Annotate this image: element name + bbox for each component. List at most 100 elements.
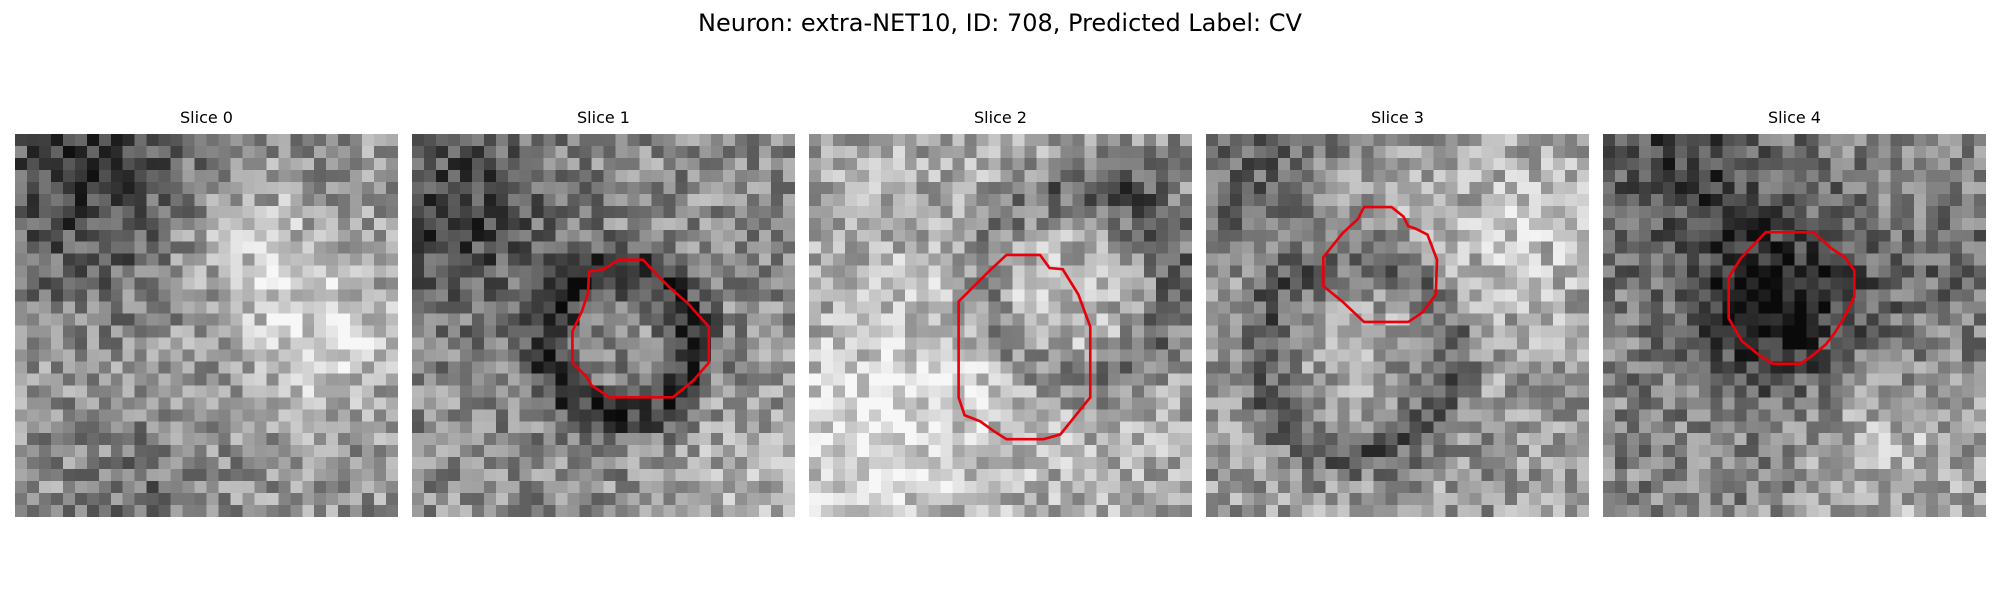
pixel-cell	[1084, 181, 1097, 195]
pixel-cell	[916, 289, 929, 302]
pixel-cell	[1373, 409, 1386, 422]
pixel-cell	[1481, 193, 1494, 207]
pixel-cell	[964, 457, 977, 470]
pixel-cell	[1060, 289, 1073, 302]
pixel-cell	[1120, 349, 1133, 362]
pixel-cell	[26, 481, 40, 494]
pixel-cell	[783, 205, 795, 219]
pixel-cell	[1206, 301, 1219, 314]
pixel-cell	[1794, 134, 1807, 147]
pixel-cell	[1842, 325, 1855, 338]
pixel-cell	[1000, 157, 1013, 171]
pixel-cell	[615, 409, 628, 422]
pixel-cell	[1938, 445, 1951, 458]
pixel-cell	[579, 217, 592, 230]
pixel-cell	[1289, 217, 1302, 230]
pixel-cell	[158, 385, 171, 398]
pixel-cell	[1650, 325, 1664, 338]
pixel-cell	[1626, 145, 1640, 159]
pixel-cell	[771, 205, 784, 219]
pixel-cell	[1253, 349, 1267, 362]
pixel-cell	[1409, 134, 1422, 147]
pixel-cell	[362, 397, 375, 410]
pixel-cell	[880, 337, 894, 350]
pixel-cell	[483, 217, 497, 230]
pixel-cell	[1229, 217, 1243, 230]
pixel-cell	[206, 337, 219, 350]
pixel-cell	[1878, 349, 1891, 362]
pixel-cell	[447, 289, 461, 302]
pixel-cell	[1253, 205, 1267, 219]
pixel-cell	[1361, 469, 1374, 482]
pixel-cell	[507, 289, 520, 302]
pixel-cell	[1253, 397, 1267, 410]
pixel-cell	[567, 277, 580, 290]
pixel-cell	[122, 421, 135, 434]
pixel-cell	[1385, 217, 1398, 230]
pixel-cell	[651, 265, 664, 278]
pixel-cell	[832, 457, 846, 470]
pixel-cell	[1758, 217, 1771, 230]
pixel-cell	[1361, 349, 1374, 362]
pixel-cell	[747, 265, 760, 278]
pixel-cell	[1265, 205, 1279, 219]
pixel-cell	[459, 385, 473, 398]
pixel-cell	[1206, 217, 1219, 230]
pixel-cell	[1217, 361, 1231, 374]
pixel-cell	[26, 337, 40, 350]
pixel-cell	[1108, 349, 1121, 362]
pixel-cell	[1842, 181, 1855, 195]
pixel-cell	[435, 241, 449, 254]
pixel-cell	[1758, 277, 1771, 290]
pixel-cell	[15, 253, 28, 266]
pixel-cell	[675, 301, 688, 314]
pixel-cell	[1349, 241, 1362, 254]
pixel-cell	[471, 301, 485, 314]
pixel-cell	[146, 313, 159, 326]
pixel-cell	[182, 313, 195, 326]
pixel-cell	[242, 361, 255, 374]
pixel-cell	[1565, 277, 1578, 290]
pixel-cell	[880, 349, 894, 362]
pixel-cell	[314, 337, 327, 350]
pixel-cell	[820, 205, 834, 219]
pixel-cell	[1168, 169, 1181, 183]
pixel-cell	[591, 469, 604, 482]
pixel-cell	[182, 481, 195, 494]
pixel-cell	[495, 205, 508, 219]
pixel-cell	[1926, 145, 1939, 159]
pixel-cell	[1132, 433, 1145, 446]
pixel-cell	[627, 193, 640, 207]
pixel-cell	[1048, 325, 1061, 338]
pixel-cell	[1818, 457, 1831, 470]
pixel-cell	[904, 265, 917, 278]
pixel-cell	[1806, 457, 1819, 470]
pixel-cell	[1746, 313, 1759, 326]
pixel-cell	[290, 433, 303, 446]
pixel-cell	[86, 301, 100, 314]
pixel-cell	[1517, 337, 1530, 350]
pixel-cell	[1289, 193, 1302, 207]
pixel-cell	[892, 457, 905, 470]
pixel-cell	[230, 169, 243, 183]
pixel-cell	[904, 421, 917, 434]
pixel-cell	[603, 421, 616, 434]
pixel-cell	[1674, 445, 1688, 458]
pixel-cell	[230, 373, 243, 386]
pixel-cell	[1385, 289, 1398, 302]
pixel-cell	[266, 169, 279, 183]
pixel-cell	[1842, 337, 1855, 350]
pixel-cell	[362, 205, 375, 219]
pixel-cell	[483, 445, 497, 458]
pixel-cell	[1517, 169, 1530, 183]
pixel-cell	[916, 265, 929, 278]
pixel-cell	[771, 421, 784, 434]
pixel-cell	[723, 361, 736, 374]
pixel-cell	[1156, 301, 1169, 314]
pixel-cell	[1120, 457, 1133, 470]
pixel-cell	[687, 493, 700, 506]
pixel-cell	[699, 181, 712, 195]
pixel-cell	[1806, 385, 1819, 398]
pixel-cell	[735, 505, 748, 517]
pixel-cell	[1950, 397, 1963, 410]
